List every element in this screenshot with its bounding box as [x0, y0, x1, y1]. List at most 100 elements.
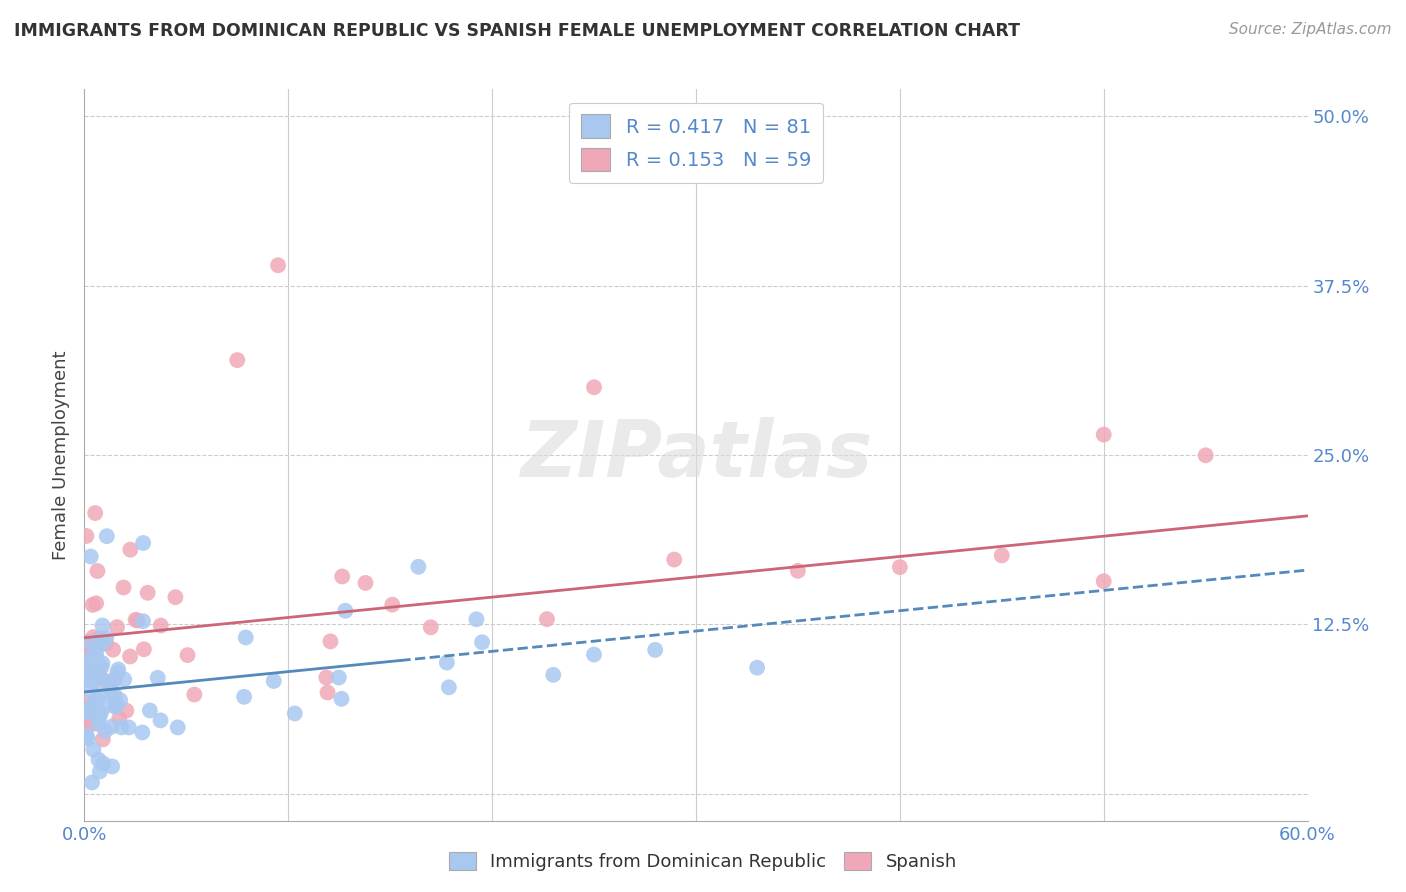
Point	[75, 669, 97, 683]
Point	[101, 759, 124, 773]
Point	[79, 682, 101, 697]
Point	[91, 732, 114, 747]
Point	[75, 529, 97, 543]
Point	[536, 612, 558, 626]
Point	[149, 714, 172, 728]
Point	[90, 632, 112, 646]
Text: Source: ZipAtlas.com: Source: ZipAtlas.com	[1229, 22, 1392, 37]
Point	[263, 673, 285, 688]
Point	[316, 685, 339, 699]
Point	[75, 696, 97, 710]
Point	[84, 506, 107, 520]
Point	[354, 576, 377, 591]
Point	[87, 667, 110, 681]
Point	[80, 549, 103, 564]
Point	[87, 632, 110, 646]
Legend: Immigrants from Dominican Republic, Spanish: Immigrants from Dominican Republic, Span…	[441, 845, 965, 879]
Point	[787, 564, 810, 578]
Point	[408, 559, 430, 574]
Point	[104, 699, 127, 714]
Point	[91, 637, 114, 651]
Point	[319, 634, 342, 648]
Point	[84, 660, 107, 674]
Point	[100, 720, 122, 734]
Point	[139, 703, 162, 717]
Point	[165, 590, 187, 604]
Point	[84, 701, 107, 715]
Point	[84, 596, 107, 610]
Point	[104, 688, 127, 702]
Legend: R = 0.417   N = 81, R = 0.153   N = 59: R = 0.417 N = 81, R = 0.153 N = 59	[569, 103, 823, 183]
Point	[77, 658, 100, 673]
Point	[87, 753, 110, 767]
Point	[115, 704, 138, 718]
Point	[120, 542, 142, 557]
Point	[108, 693, 131, 707]
Point	[465, 612, 488, 626]
Point	[747, 661, 769, 675]
Point	[86, 692, 108, 706]
Point	[87, 667, 110, 681]
Point	[101, 690, 124, 704]
Point	[235, 631, 257, 645]
Point	[89, 671, 111, 685]
Point	[87, 688, 110, 702]
Point	[335, 604, 357, 618]
Point	[104, 695, 127, 709]
Point	[132, 536, 155, 550]
Point	[87, 667, 110, 681]
Point	[93, 700, 115, 714]
Point	[89, 764, 111, 779]
Point	[82, 742, 104, 756]
Point	[176, 648, 198, 662]
Point	[89, 710, 111, 724]
Point	[267, 258, 290, 272]
Point	[75, 653, 97, 667]
Point	[76, 635, 98, 649]
Point	[87, 716, 110, 731]
Point	[436, 656, 458, 670]
Point	[183, 688, 205, 702]
Point	[149, 618, 172, 632]
Point	[75, 729, 97, 743]
Point	[233, 690, 256, 704]
Point	[96, 529, 118, 543]
Point	[112, 673, 135, 687]
Point	[132, 642, 155, 657]
Point	[644, 643, 666, 657]
Point	[664, 552, 686, 566]
Point	[76, 704, 98, 718]
Point	[91, 756, 114, 771]
Point	[104, 699, 127, 714]
Point	[76, 731, 98, 746]
Point	[110, 720, 132, 734]
Point	[118, 721, 141, 735]
Point	[96, 631, 118, 645]
Point	[94, 724, 117, 739]
Point	[84, 671, 107, 685]
Point	[583, 648, 606, 662]
Point	[124, 613, 146, 627]
Point	[1092, 427, 1115, 442]
Point	[330, 691, 353, 706]
Point	[419, 620, 441, 634]
Point	[86, 654, 108, 668]
Y-axis label: Female Unemployment: Female Unemployment	[52, 351, 70, 559]
Text: ZIPatlas: ZIPatlas	[520, 417, 872, 493]
Point	[75, 646, 97, 660]
Point	[101, 642, 124, 657]
Point	[80, 775, 103, 789]
Point	[104, 672, 127, 686]
Point	[315, 671, 337, 685]
Point	[75, 664, 97, 678]
Point	[90, 660, 112, 674]
Point	[118, 649, 141, 664]
Point	[103, 673, 125, 688]
Point	[131, 725, 153, 739]
Point	[82, 630, 104, 644]
Point	[91, 618, 114, 632]
Point	[93, 673, 115, 688]
Point	[75, 664, 97, 678]
Point	[889, 560, 911, 574]
Point	[82, 697, 104, 711]
